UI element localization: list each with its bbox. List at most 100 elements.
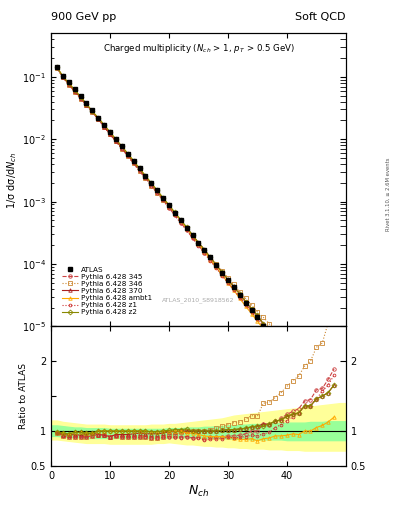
Pythia 6.428 ambt1	[243, 303, 248, 309]
Pythia 6.428 ambt1	[131, 158, 136, 164]
Legend: ATLAS, Pythia 6.428 345, Pythia 6.428 346, Pythia 6.428 370, Pythia 6.428 ambt1,: ATLAS, Pythia 6.428 345, Pythia 6.428 34…	[61, 265, 153, 317]
ATLAS	[226, 277, 230, 283]
Pythia 6.428 346	[296, 352, 301, 358]
Pythia 6.428 ambt1	[202, 248, 207, 254]
Pythia 6.428 370	[202, 247, 207, 253]
Pythia 6.428 370	[119, 145, 124, 151]
ATLAS	[125, 151, 130, 157]
ATLAS	[196, 240, 201, 246]
Pythia 6.428 370	[178, 217, 183, 223]
Pythia 6.428 370	[296, 362, 301, 368]
Pythia 6.428 ambt1	[231, 287, 236, 293]
ATLAS	[55, 63, 59, 70]
Pythia 6.428 z1	[119, 145, 124, 152]
ATLAS	[149, 180, 154, 186]
Pythia 6.428 370	[249, 306, 254, 312]
Pythia 6.428 370	[155, 188, 160, 194]
ATLAS	[90, 108, 95, 114]
Pythia 6.428 345	[237, 293, 242, 300]
Pythia 6.428 ambt1	[61, 73, 65, 79]
Pythia 6.428 z2	[231, 284, 236, 290]
Pythia 6.428 345	[314, 378, 319, 385]
Pythia 6.428 z2	[255, 312, 260, 318]
Pythia 6.428 z2	[290, 355, 295, 361]
ATLAS	[273, 338, 277, 344]
Pythia 6.428 z2	[78, 94, 83, 100]
ATLAS	[137, 165, 142, 172]
Pythia 6.428 ambt1	[302, 376, 307, 382]
Pythia 6.428 z1	[273, 337, 277, 343]
Pythia 6.428 346	[231, 282, 236, 288]
Pythia 6.428 345	[96, 116, 101, 122]
Pythia 6.428 z2	[208, 254, 213, 261]
Pythia 6.428 z1	[296, 362, 301, 368]
Pythia 6.428 345	[72, 89, 77, 95]
Pythia 6.428 z2	[173, 209, 177, 216]
Pythia 6.428 z1	[231, 287, 236, 293]
Pythia 6.428 ambt1	[285, 355, 289, 361]
Pythia 6.428 370	[55, 65, 59, 71]
Pythia 6.428 z1	[66, 81, 71, 88]
ATLAS	[114, 136, 118, 142]
Pythia 6.428 370	[308, 375, 313, 381]
Pythia 6.428 ambt1	[249, 311, 254, 317]
Pythia 6.428 370	[273, 334, 277, 340]
Pythia 6.428 z1	[137, 168, 142, 174]
Pythia 6.428 ambt1	[314, 390, 319, 396]
Pythia 6.428 z1	[131, 160, 136, 166]
Pythia 6.428 z1	[125, 153, 130, 159]
ATLAS	[72, 87, 77, 93]
Pythia 6.428 z1	[302, 368, 307, 374]
Pythia 6.428 z2	[279, 342, 283, 348]
Pythia 6.428 345	[119, 145, 124, 152]
Pythia 6.428 z1	[178, 220, 183, 226]
Pythia 6.428 z2	[226, 276, 230, 283]
Pythia 6.428 346	[178, 218, 183, 224]
Pythia 6.428 ambt1	[296, 370, 301, 376]
Pythia 6.428 345	[90, 109, 95, 115]
Pythia 6.428 370	[237, 291, 242, 297]
Pythia 6.428 370	[332, 400, 336, 407]
Pythia 6.428 370	[220, 269, 224, 275]
Pythia 6.428 346	[196, 240, 201, 246]
Pythia 6.428 345	[108, 131, 112, 137]
Line: ATLAS: ATLAS	[55, 65, 336, 419]
Pythia 6.428 z2	[155, 187, 160, 194]
Pythia 6.428 z1	[143, 175, 148, 181]
Pythia 6.428 370	[61, 74, 65, 80]
Pythia 6.428 370	[261, 321, 266, 327]
X-axis label: $N_{ch}$: $N_{ch}$	[188, 483, 209, 499]
Pythia 6.428 ambt1	[66, 80, 71, 87]
Pythia 6.428 346	[149, 183, 154, 189]
Pythia 6.428 z1	[190, 235, 195, 241]
Pythia 6.428 346	[267, 321, 272, 327]
Line: Pythia 6.428 346: Pythia 6.428 346	[55, 66, 336, 392]
Pythia 6.428 370	[279, 342, 283, 348]
ATLAS	[161, 195, 165, 201]
Pythia 6.428 z1	[90, 109, 95, 115]
Pythia 6.428 345	[279, 341, 283, 347]
Pythia 6.428 ambt1	[84, 101, 89, 107]
Pythia 6.428 ambt1	[161, 195, 165, 201]
Pythia 6.428 z1	[290, 356, 295, 362]
Pythia 6.428 370	[196, 240, 201, 246]
Pythia 6.428 370	[231, 284, 236, 290]
Pythia 6.428 345	[326, 391, 331, 397]
ATLAS	[308, 383, 313, 389]
ATLAS	[285, 353, 289, 359]
Pythia 6.428 z2	[96, 115, 101, 121]
Pythia 6.428 z2	[72, 87, 77, 93]
Pythia 6.428 370	[108, 131, 112, 137]
Pythia 6.428 346	[173, 211, 177, 217]
Pythia 6.428 ambt1	[108, 129, 112, 135]
Pythia 6.428 370	[78, 95, 83, 101]
Pythia 6.428 z2	[320, 388, 325, 394]
Pythia 6.428 346	[131, 160, 136, 166]
Pythia 6.428 346	[84, 102, 89, 109]
Pythia 6.428 ambt1	[72, 87, 77, 93]
Pythia 6.428 345	[255, 314, 260, 321]
Pythia 6.428 345	[320, 386, 325, 392]
Pythia 6.428 z2	[84, 101, 89, 107]
Pythia 6.428 ambt1	[290, 362, 295, 368]
Pythia 6.428 z1	[237, 294, 242, 301]
